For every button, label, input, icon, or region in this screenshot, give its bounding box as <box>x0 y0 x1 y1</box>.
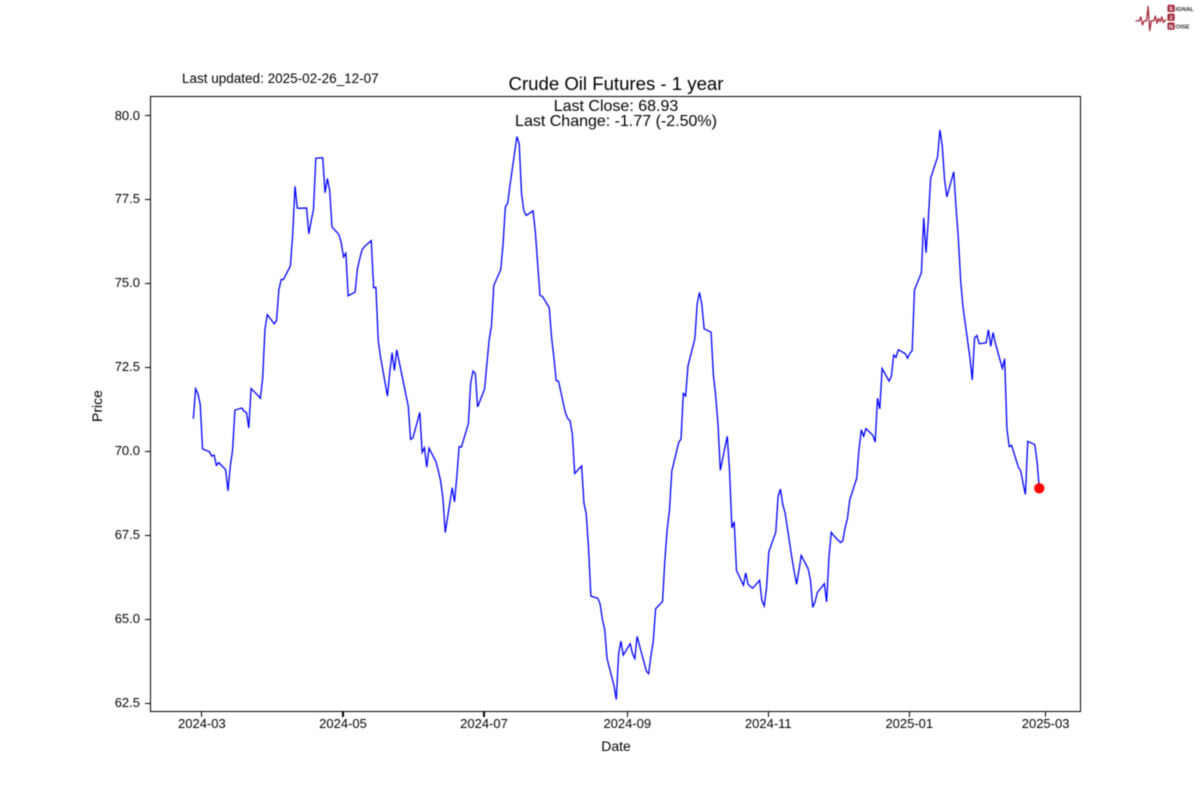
svg-text:N: N <box>1169 24 1173 30</box>
svg-text:2: 2 <box>1169 16 1172 22</box>
svg-text:OISE: OISE <box>1176 24 1190 30</box>
svg-text:S: S <box>1169 7 1173 13</box>
svg-text:IGNAL: IGNAL <box>1176 7 1195 13</box>
